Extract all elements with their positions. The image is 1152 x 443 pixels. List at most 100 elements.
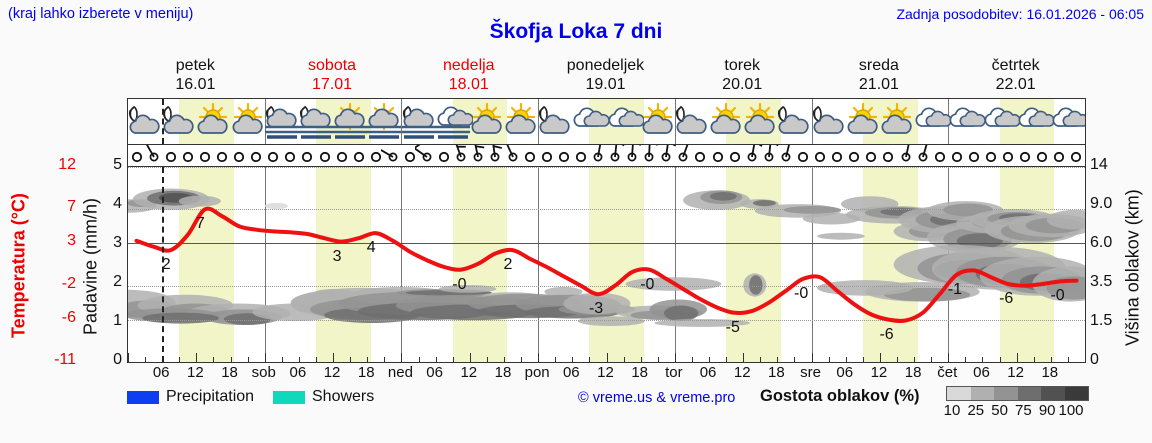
wind-calm-icon <box>128 145 149 166</box>
forecast-plot[interactable]: 2 7 3 4 -0 2 -3 -0 -5 -0 -6 -1 -6 -0 <box>127 98 1086 363</box>
x-axis-tick <box>828 357 830 362</box>
wind-calm-icon <box>535 145 559 166</box>
wind-barb-icon <box>142 145 166 166</box>
weather-icon-sun-cloud <box>467 101 507 142</box>
wind-calm-icon <box>569 145 593 166</box>
weather-icon-sun-fog <box>364 101 404 142</box>
horizontal-gridline-overlay <box>128 209 1085 211</box>
cloud-density-color-scale <box>946 386 1089 401</box>
cloud-density-scale-step <box>1017 387 1041 400</box>
daylight-band <box>589 167 645 362</box>
temperature-point-label: -0 <box>794 284 809 302</box>
wind-barb-band <box>128 144 1085 167</box>
wind-barb-icon <box>415 145 439 166</box>
wind-calm-icon <box>518 145 542 166</box>
day-name: četrtek <box>991 57 1040 74</box>
x-axis-tick <box>623 357 625 362</box>
wind-calm-icon <box>244 145 268 166</box>
x-tick-label: 12 <box>870 364 888 381</box>
weather-icon-band <box>128 99 1085 144</box>
day-name: nedelja <box>442 57 495 74</box>
x-axis-tick <box>521 357 523 362</box>
cloud-height-tick: 1.5 <box>1090 312 1113 329</box>
wind-calm-icon <box>688 145 712 166</box>
wind-calm-icon <box>193 145 217 166</box>
site-credit[interactable]: © vreme.us & vreme.pro <box>578 390 736 406</box>
legend-label-showers: Showers <box>312 388 375 405</box>
x-tick-label: 18 <box>904 364 922 381</box>
day-header-nedelja: nedelja 18.01 <box>400 56 537 94</box>
cloud-density-scale-step <box>1064 387 1088 400</box>
temperature-point-label: -6 <box>879 325 894 343</box>
cloud-height-tick: 6.0 <box>1090 234 1113 251</box>
day-header-četrtek: četrtek 22.01 <box>947 56 1084 94</box>
day-header-sreda: sreda 21.01 <box>811 56 948 94</box>
cloud-density-tick: 50 <box>991 402 1008 419</box>
location-menu-note[interactable]: (kraj lahko izberete v meniju) <box>8 6 194 22</box>
x-axis-tick-labels: 06 12 18 sob 06 12 18 ned 06 12 18 pon 06 12 18 tor 06 12… <box>127 364 1086 384</box>
x-axis-tick <box>264 353 266 362</box>
weather-icon-moon-cloud <box>128 101 165 142</box>
weather-icon-sun-cloud <box>501 101 541 142</box>
cloud-height-tick: 14 <box>1090 156 1108 173</box>
x-axis-tick <box>128 353 129 362</box>
wind-calm-icon <box>1064 145 1085 166</box>
x-axis-tick <box>418 357 420 362</box>
day-date: 17.01 <box>312 76 353 93</box>
cloud-density-tick: 25 <box>967 402 985 419</box>
x-tick-label: 06 <box>426 364 443 381</box>
x-tick-label: 12 <box>733 364 751 381</box>
day-date: 20.01 <box>722 76 763 93</box>
x-axis-tick <box>469 353 471 362</box>
cloud-density-scale-step <box>947 387 971 400</box>
x-axis-tick <box>247 357 249 362</box>
x-axis-tick <box>145 357 147 362</box>
last-updated-text: Zadnja posodobitev: 16.01.2026 - 06:05 <box>896 6 1144 22</box>
x-axis-tick <box>333 353 335 362</box>
current-time-marker <box>162 99 165 144</box>
x-axis-tick <box>589 357 591 362</box>
horizontal-gridline-overlay <box>128 243 1085 245</box>
day-name: sobota <box>308 57 357 74</box>
wind-calm-icon <box>1047 145 1071 166</box>
wind-barb-icon <box>894 145 918 166</box>
precipitation-tick: 4 <box>113 195 122 212</box>
legend-label-precipitation: Precipitation <box>166 388 255 405</box>
weather-icon-sun-cloud <box>740 101 780 142</box>
weather-icon-sun-cloud <box>228 101 268 142</box>
weather-icon-sun-cloud <box>193 101 233 142</box>
weather-icon-sun-cloud <box>877 101 917 142</box>
x-tick-label: 06 <box>973 364 990 381</box>
x-axis-tick <box>315 357 317 362</box>
wind-calm-icon <box>261 145 285 166</box>
day-header-ponedeljek: ponedeljek 19.01 <box>537 56 674 94</box>
x-axis-tick <box>1016 353 1018 362</box>
x-tick-label: 06 <box>836 364 854 381</box>
wind-barb-icon <box>466 145 490 166</box>
x-tick-label: 18 <box>357 364 375 381</box>
x-axis-tick <box>503 357 505 362</box>
x-tick-label: 12 <box>323 364 341 381</box>
x-axis-tick <box>298 357 300 362</box>
x-axis-tick <box>948 353 950 362</box>
weather-icon-sun-cloud <box>638 101 678 142</box>
weather-icon-cloud <box>604 101 644 142</box>
daylight-band <box>315 167 371 362</box>
weather-icon-moon-cloud <box>535 101 575 142</box>
page-title: Škofja Loka 7 dni <box>489 20 663 43</box>
temperature-point-label: -1 <box>947 280 963 298</box>
wind-calm-icon <box>210 145 234 166</box>
temperature-tick: -11 <box>54 351 76 368</box>
wind-calm-icon <box>945 145 969 166</box>
cloud-height-tick: 9.0 <box>1090 195 1113 212</box>
temperature-point-label: 2 <box>161 256 171 274</box>
x-axis-tick <box>435 357 437 362</box>
cloud-density-scale-labels: 10 25 50 75 90 100 <box>940 402 1100 420</box>
cloud-density-legend-title: Gostota oblakov (%) <box>760 387 920 405</box>
weather-icon-sun-fog <box>330 101 370 142</box>
x-axis-tick <box>794 357 796 362</box>
wind-calm-icon <box>1030 145 1054 166</box>
x-axis-tick <box>914 357 916 362</box>
temperature-tick: 7 <box>67 198 76 216</box>
